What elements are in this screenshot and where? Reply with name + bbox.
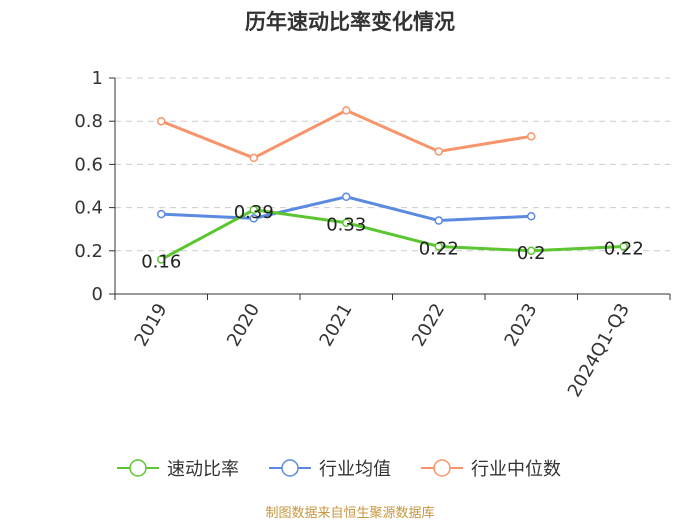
y-tick-label: 0.4 [74, 198, 103, 219]
chart-title: 历年速动比率变化情况 [245, 10, 455, 34]
x-tick-label: 2021 [315, 300, 356, 350]
y-tick-label: 0.8 [74, 111, 103, 132]
series-point [527, 211, 536, 221]
data-label: 0.33 [326, 215, 366, 236]
series-point [527, 132, 536, 141]
series-line [160, 108, 532, 160]
series-point [157, 116, 166, 126]
series-point [619, 242, 628, 251]
series-point [342, 192, 351, 202]
y-tick-label: 1 [92, 68, 103, 89]
data-label: 0.22 [419, 238, 459, 259]
legend-marker [433, 459, 451, 477]
x-tick-label: 2020 [223, 300, 264, 350]
series-point [342, 106, 351, 115]
series-point [249, 214, 258, 223]
y-tick-label: 0.6 [74, 154, 103, 175]
series-point [249, 205, 258, 215]
legend-marker [281, 459, 299, 477]
series-point [434, 147, 443, 156]
data-label: 0.39 [234, 202, 274, 223]
series-point [527, 246, 536, 256]
series-line [160, 208, 624, 261]
x-tick-label: 2023 [500, 300, 541, 350]
y-tick-label: 0 [92, 284, 103, 305]
series-point [434, 242, 443, 251]
legend-label: 行业中位数 [471, 459, 561, 480]
data-label: 0.2 [517, 243, 546, 264]
series-point [249, 153, 258, 163]
series-point [157, 255, 166, 264]
x-tick-label: 2024Q1-Q3 [564, 300, 634, 401]
legend-label: 速动比率 [167, 459, 239, 480]
series-point [434, 216, 443, 225]
legend-marker [129, 459, 147, 477]
y-tick-label: 0.2 [74, 241, 103, 262]
legend-label: 行业均值 [319, 459, 391, 480]
data-label: 0.22 [604, 238, 644, 259]
x-tick-label: 2019 [130, 300, 171, 350]
x-tick-label: 2022 [408, 300, 449, 350]
series-point [342, 218, 351, 227]
source-note: 制图数据来自恒生聚源数据库 [265, 506, 435, 521]
data-label: 0.16 [141, 251, 181, 272]
series-point [157, 209, 166, 219]
